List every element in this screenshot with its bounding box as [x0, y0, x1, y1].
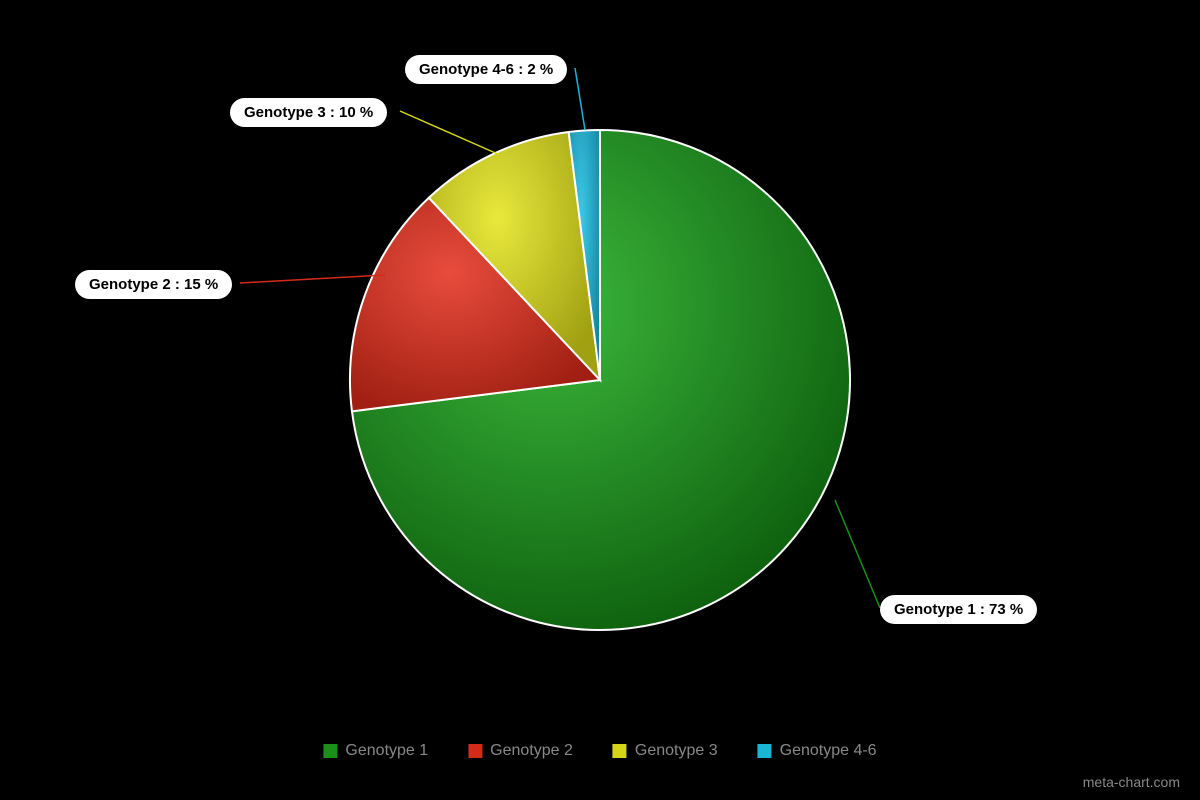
pie-chart [0, 0, 1200, 800]
legend-label: Genotype 1 [345, 742, 428, 760]
leader-line [240, 275, 385, 283]
legend-label: Genotype 3 [635, 742, 718, 760]
legend-item: Genotype 1 [323, 742, 428, 760]
legend-swatch [468, 744, 482, 758]
callout-label: Genotype 1 : 73 % [880, 595, 1037, 624]
legend-label: Genotype 4-6 [780, 742, 877, 760]
callout-label: Genotype 4-6 : 2 % [405, 55, 567, 84]
legend-label: Genotype 2 [490, 742, 573, 760]
legend-swatch [323, 744, 337, 758]
callout-label: Genotype 2 : 15 % [75, 270, 232, 299]
leader-line [400, 111, 500, 155]
legend: Genotype 1 Genotype 2 Genotype 3 Genotype 4… [323, 742, 876, 760]
legend-swatch [758, 744, 772, 758]
legend-swatch [613, 744, 627, 758]
legend-item: Genotype 2 [468, 742, 573, 760]
legend-item: Genotype 3 [613, 742, 718, 760]
leader-line [835, 500, 880, 608]
leader-line [575, 68, 585, 130]
callout-label: Genotype 3 : 10 % [230, 98, 387, 127]
watermark: meta-chart.com [1083, 774, 1180, 790]
legend-item: Genotype 4-6 [758, 742, 877, 760]
